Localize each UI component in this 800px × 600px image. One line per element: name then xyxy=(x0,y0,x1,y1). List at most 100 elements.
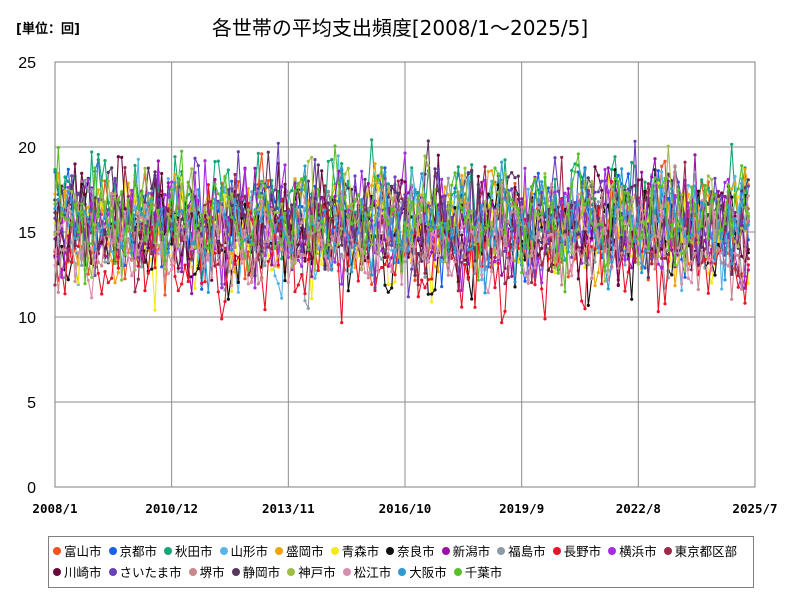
data-point xyxy=(590,245,594,249)
data-point xyxy=(353,200,357,204)
data-point xyxy=(76,234,80,239)
legend-label: 青森市 xyxy=(341,544,380,559)
data-point xyxy=(626,221,630,225)
data-point xyxy=(503,309,507,313)
data-point xyxy=(180,270,184,274)
x-tick-label: 2010/12 xyxy=(145,501,198,516)
data-point xyxy=(540,190,544,195)
data-point xyxy=(446,193,450,197)
data-point xyxy=(656,310,660,314)
data-point xyxy=(576,227,580,232)
data-point xyxy=(296,234,300,238)
data-point xyxy=(273,230,277,234)
data-point xyxy=(330,217,334,221)
data-point xyxy=(523,279,527,283)
data-point xyxy=(456,251,460,255)
data-point xyxy=(143,216,147,221)
data-point xyxy=(133,264,137,268)
data-point xyxy=(530,280,534,285)
data-point xyxy=(673,263,677,267)
data-point xyxy=(153,266,157,270)
data-point xyxy=(230,192,234,196)
data-point xyxy=(703,183,707,187)
data-point xyxy=(583,227,587,231)
data-point xyxy=(606,255,610,259)
data-point xyxy=(233,197,237,201)
data-point xyxy=(500,183,504,187)
data-point xyxy=(696,240,700,245)
data-point xyxy=(266,212,270,216)
data-point xyxy=(416,236,420,240)
data-point xyxy=(66,167,70,171)
data-point xyxy=(653,214,657,218)
data-point xyxy=(466,172,470,176)
data-point xyxy=(146,196,150,200)
data-point xyxy=(516,260,520,264)
data-point xyxy=(580,194,584,198)
data-point xyxy=(553,208,557,212)
data-point xyxy=(730,186,734,190)
data-point xyxy=(513,285,517,289)
data-point xyxy=(136,211,140,215)
data-point xyxy=(566,187,570,191)
data-point xyxy=(743,301,747,305)
data-point xyxy=(430,228,434,232)
data-point xyxy=(383,166,387,170)
data-point xyxy=(730,272,734,276)
data-point xyxy=(486,224,490,228)
data-point xyxy=(240,203,244,207)
data-point xyxy=(70,174,74,178)
data-point xyxy=(680,288,684,293)
data-point xyxy=(460,260,464,264)
data-point xyxy=(96,152,100,157)
data-point xyxy=(246,250,250,254)
data-point xyxy=(426,139,430,143)
data-point xyxy=(346,252,350,256)
data-point xyxy=(346,289,350,293)
data-point xyxy=(366,206,370,211)
data-point xyxy=(346,264,350,268)
data-point xyxy=(596,173,600,177)
data-point xyxy=(366,213,370,217)
data-point xyxy=(73,236,77,240)
legend-item: 京都市 xyxy=(108,540,157,561)
data-point xyxy=(196,223,200,227)
data-point xyxy=(246,240,250,244)
data-point xyxy=(583,212,587,216)
data-point xyxy=(600,179,604,183)
legend-marker xyxy=(330,546,339,555)
data-point xyxy=(220,243,224,247)
data-point xyxy=(410,267,414,271)
legend-marker xyxy=(164,546,173,555)
data-point xyxy=(426,241,430,245)
data-point xyxy=(123,263,127,267)
data-point xyxy=(53,233,57,237)
data-point xyxy=(576,152,580,156)
data-point xyxy=(56,290,60,294)
data-point xyxy=(283,235,287,239)
data-point xyxy=(673,284,677,288)
data-point xyxy=(393,261,397,265)
data-point xyxy=(723,221,727,225)
data-point xyxy=(660,240,664,244)
data-point xyxy=(470,297,474,301)
data-point xyxy=(363,271,367,275)
data-point xyxy=(610,260,614,264)
x-tick-label: 2022/8 xyxy=(616,501,661,516)
data-point xyxy=(616,283,620,288)
legend-label: さいたま市 xyxy=(119,565,182,580)
data-point xyxy=(353,210,357,214)
data-point xyxy=(566,250,570,254)
legend-marker xyxy=(53,567,61,576)
data-point xyxy=(113,206,117,210)
data-point xyxy=(273,246,277,250)
data-point xyxy=(433,233,437,238)
data-point xyxy=(223,215,227,219)
data-point xyxy=(526,214,530,218)
data-point xyxy=(620,251,624,255)
data-point xyxy=(700,200,704,205)
data-point xyxy=(623,289,627,293)
data-point xyxy=(510,258,514,262)
data-point xyxy=(143,214,147,218)
data-point xyxy=(126,198,130,202)
